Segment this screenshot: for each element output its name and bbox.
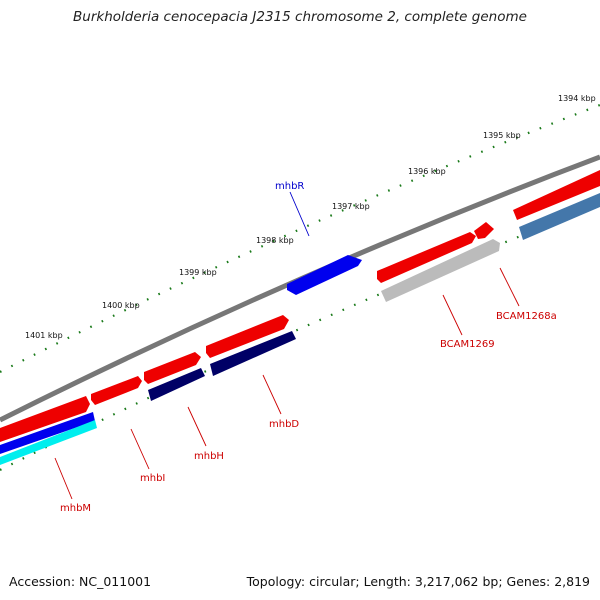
leader-line	[499, 267, 520, 307]
gene-feature[interactable]	[144, 352, 201, 384]
accession-text: Accession: NC_011001	[9, 574, 152, 589]
leader-line	[289, 191, 310, 237]
gene-label-mhbD: mhbD	[269, 419, 299, 430]
gene-labels: mhbR BCAM1268a BCAM1269 mhbD mhbH mhbI m…	[60, 181, 557, 514]
gene-label-mhbI: mhbI	[140, 473, 165, 484]
leader-line	[130, 428, 150, 470]
kbp-label: 1401 kbp	[25, 331, 63, 340]
leader-line	[442, 294, 463, 336]
gene-feature[interactable]	[519, 193, 600, 240]
kbp-label: 1397 kbp	[332, 202, 370, 211]
gene-feature[interactable]	[513, 170, 600, 220]
gene-feature-bcam1269[interactable]	[381, 239, 500, 302]
kbp-label: 1394 kbp	[558, 94, 596, 103]
gene-feature-mhbH[interactable]	[148, 368, 205, 401]
gene-feature[interactable]	[474, 222, 494, 239]
gene-feature[interactable]	[91, 376, 142, 405]
gene-feature-mhbM-inner[interactable]	[0, 420, 97, 465]
gene-feature[interactable]	[377, 232, 476, 283]
outer-tick-track	[0, 103, 600, 373]
leader-line	[54, 457, 73, 500]
gene-feature-mhbD[interactable]	[210, 331, 296, 376]
topology-text: Topology: circular; Length: 3,217,062 bp…	[246, 574, 590, 589]
gene-feature-mhbR[interactable]	[287, 255, 362, 295]
gene-label-mhbR: mhbR	[275, 181, 304, 192]
gene-feature-mhbM[interactable]	[0, 412, 95, 454]
kbp-label: 1398 kbp	[256, 236, 294, 245]
label-leader-lines	[54, 191, 520, 500]
forward-strand-features	[0, 170, 600, 442]
gene-label-mhbM: mhbM	[60, 503, 91, 514]
gene-label-bcam1268a: BCAM1268a	[496, 311, 557, 322]
gene-feature[interactable]	[206, 315, 289, 358]
map-title: Burkholderia cenocepacia J2315 chromosom…	[73, 9, 527, 25]
reverse-strand-features	[0, 193, 600, 465]
kbp-label: 1399 kbp	[179, 268, 217, 277]
gene-label-mhbH: mhbH	[194, 451, 224, 462]
kbp-scale-labels: 1394 kbp 1395 kbp 1396 kbp 1397 kbp 1398…	[25, 94, 596, 340]
kbp-label: 1396 kbp	[408, 167, 446, 176]
leader-line	[262, 374, 282, 415]
gene-label-bcam1269: BCAM1269	[440, 339, 495, 350]
kbp-label: 1395 kbp	[483, 131, 521, 140]
gene-feature[interactable]	[0, 396, 90, 442]
kbp-label: 1400 kbp	[102, 301, 140, 310]
leader-line	[187, 406, 207, 447]
